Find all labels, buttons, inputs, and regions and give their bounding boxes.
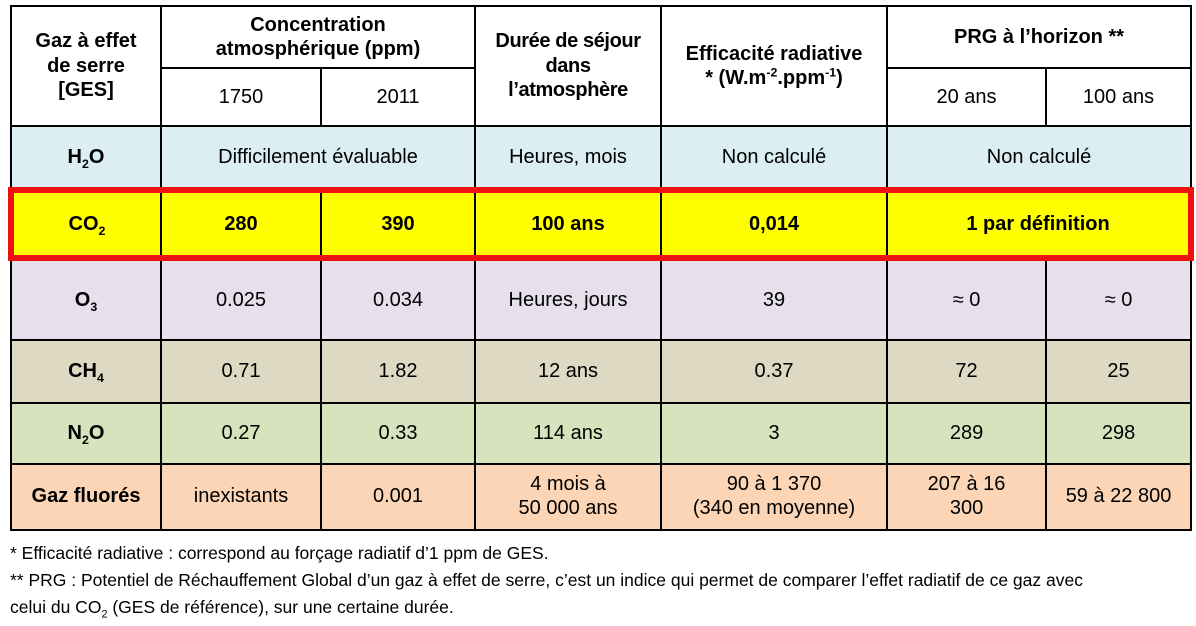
cell-n2o-efficiency: 3 (660, 402, 889, 465)
cell-o3-efficiency: 39 (660, 257, 889, 341)
table-row-h2o: H2O Difficilement évaluable Heures, mois… (10, 125, 1193, 191)
cell-fluores-1750: inexistants (160, 463, 322, 531)
header-duration: Durée de séjour dans l’atmosphère (474, 5, 663, 127)
footnote-radiative-efficiency: * Efficacité radiative : correspond au f… (10, 543, 549, 563)
header-gas: Gaz à effet de serre [GES] (10, 5, 162, 127)
cell-n2o-1750: 0.27 (160, 402, 322, 465)
cell-co2-1750: 280 (160, 187, 322, 261)
header-row-2: 1750 2011 20 ans 100 ans (11, 67, 1193, 127)
cell-o3-1750: 0.025 (160, 257, 322, 341)
cell-ch4-gas: CH4 (10, 339, 162, 404)
cell-ch4-prg100: 25 (1045, 339, 1193, 404)
table-header: Gaz à effet de serre [GES] Concentration at… (10, 5, 1193, 127)
header-radiative-efficiency: Efficacité radiative * (W.m-2.ppm-1) (660, 5, 889, 127)
cell-o3-gas: O3 (10, 257, 162, 341)
cell-o3-prg20: ≈ 0 (886, 257, 1048, 341)
cell-h2o-concentration: Difficilement évaluable (159, 125, 477, 191)
table-body: H2O Difficilement évaluable Heures, mois… (8, 125, 1195, 531)
header-year-1750: 1750 (160, 67, 322, 127)
cell-co2-gas: CO2 (8, 187, 162, 261)
table-row-gaz-fluores: Gaz fluorés inexistants 0.001 4 mois à 50… (10, 463, 1193, 531)
cell-fluores-gas: Gaz fluorés (10, 463, 162, 531)
header-horizon-20: 20 ans (886, 67, 1048, 127)
cell-n2o-prg100: 298 (1045, 402, 1193, 465)
ges-table: Gaz à effet de serre [GES] Concentration at… (8, 5, 1195, 531)
cell-fluores-prg100: 59 à 22 800 (1045, 463, 1193, 531)
cell-fluores-efficiency: 90 à 1 370 (340 en moyenne) (660, 463, 889, 531)
cell-o3-2011: 0.034 (319, 257, 477, 341)
cell-co2-2011: 390 (319, 187, 477, 261)
table-row-o3: O3 0.025 0.034 Heures, jours 39 ≈ 0 ≈ 0 (10, 257, 1193, 341)
header-horizon-100: 100 ans (1045, 67, 1193, 127)
cell-n2o-gas: N2O (10, 402, 162, 465)
header-concentration: Concentration atmosphérique (ppm) (159, 5, 477, 69)
cell-h2o-gas: H2O (10, 125, 162, 191)
cell-ch4-1750: 0.71 (160, 339, 322, 404)
cell-o3-duration: Heures, jours (474, 257, 663, 341)
cell-co2-efficiency: 0,014 (660, 187, 889, 261)
cell-fluores-prg20: 207 à 16 300 (886, 463, 1048, 531)
cell-n2o-prg20: 289 (886, 402, 1048, 465)
table-row-ch4: CH4 0.71 1.82 12 ans 0.37 72 25 (10, 339, 1193, 404)
cell-n2o-duration: 114 ans (474, 402, 663, 465)
cell-ch4-duration: 12 ans (474, 339, 663, 404)
cell-ch4-prg20: 72 (886, 339, 1048, 404)
header-row-1: Gaz à effet de serre [GES] Concentration at… (10, 5, 1193, 127)
cell-co2-duration: 100 ans (474, 187, 663, 261)
cell-n2o-2011: 0.33 (319, 402, 477, 465)
cell-ch4-2011: 1.82 (319, 339, 477, 404)
cell-fluores-duration: 4 mois à 50 000 ans (474, 463, 663, 531)
header-prg: PRG à l’horizon ** (886, 5, 1193, 69)
cell-h2o-duration: Heures, mois (474, 125, 663, 191)
cell-h2o-prg: Non calculé (886, 125, 1193, 191)
table-row-n2o: N2O 0.27 0.33 114 ans 3 289 298 (10, 402, 1193, 465)
header-year-2011: 2011 (319, 67, 477, 127)
cell-ch4-efficiency: 0.37 (660, 339, 889, 404)
footnote-prg: ** PRG : Potentiel de Réchauffement Glob… (10, 570, 1083, 620)
cell-h2o-efficiency: Non calculé (660, 125, 889, 191)
table-row-co2-highlighted: CO2 280 390 100 ans 0,014 1 par définiti… (8, 187, 1195, 261)
footnotes: * Efficacité radiative : correspond au f… (8, 540, 1188, 620)
cell-fluores-2011: 0.001 (319, 463, 477, 531)
cell-o3-prg100: ≈ 0 (1045, 257, 1193, 341)
cell-co2-prg: 1 par définition (886, 187, 1195, 261)
